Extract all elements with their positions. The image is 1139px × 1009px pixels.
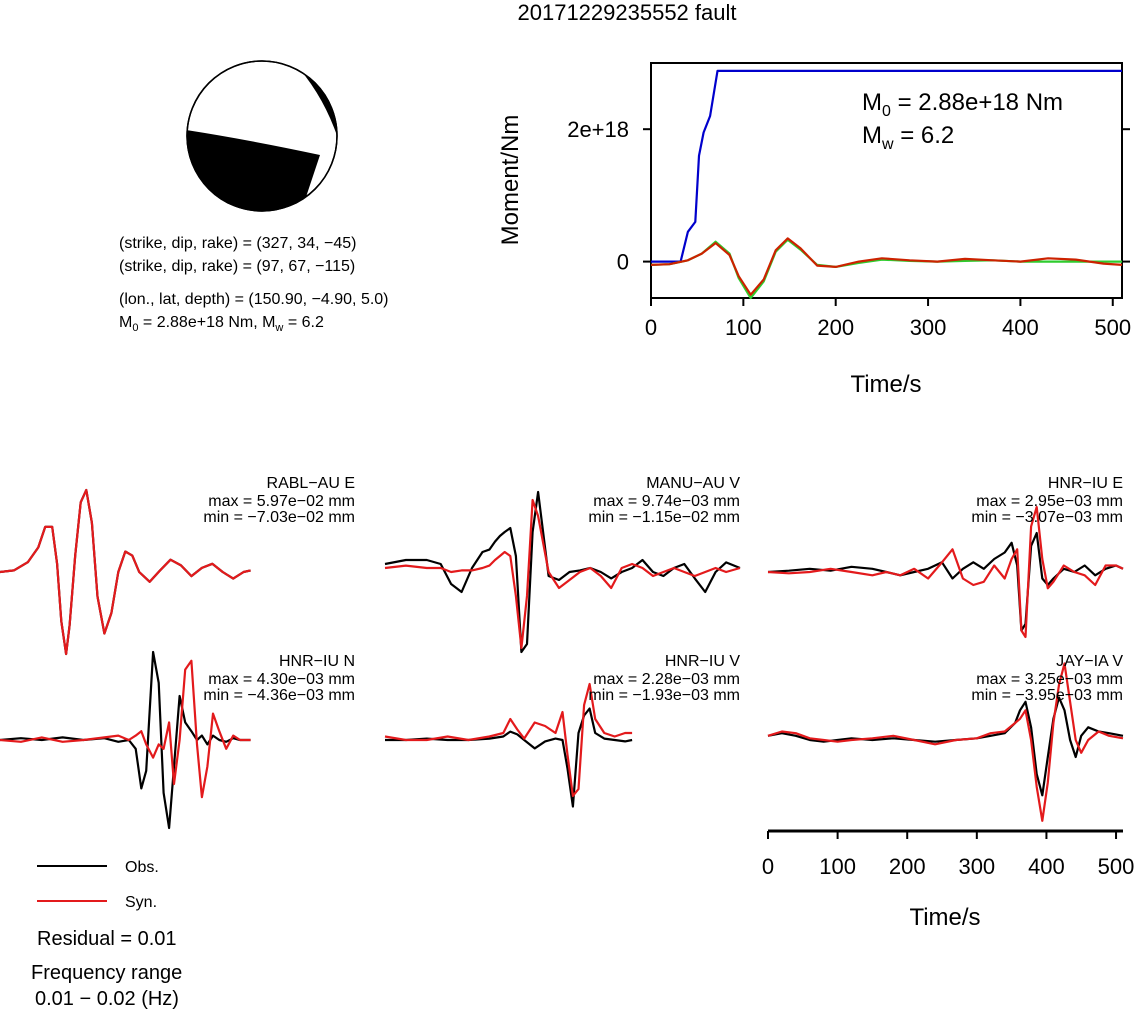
waveform-synthetic	[384, 682, 633, 798]
waveform-xlabel: Time/s	[909, 904, 980, 931]
waveform-station-label: JAY−IA V	[1056, 653, 1123, 670]
waveform-min-label: min = −3.95e−03 mm	[971, 687, 1123, 704]
moment-ylabel: Moment/Nm	[497, 115, 524, 246]
mw-value: = 6.2	[283, 314, 324, 331]
moment-middle: = 2.88e+18 Nm, M	[138, 314, 275, 331]
moment-magnitude-line: M0 = 2.88e+18 Nm, Mw = 6.2	[119, 314, 324, 334]
focal-mechanism-beachball	[186, 60, 338, 212]
waveform-min-label: min = −1.93e−03 mm	[588, 687, 740, 704]
moment-ytick-label: 2e+18	[567, 117, 629, 142]
m0-sub: 0	[882, 103, 891, 120]
waveform-max-label: max = 3.25e−03 mm	[976, 671, 1123, 688]
m0-prefix: M	[862, 89, 882, 116]
moment-series-cumulative	[651, 69, 1122, 263]
figure-title: 20171229235552 fault	[518, 0, 737, 25]
moment-subscript: 0	[132, 322, 138, 334]
waveform-max-label: max = 2.28e−03 mm	[593, 671, 740, 688]
nodal-plane-2: (strike, dip, rake) = (97, 67, −115)	[119, 258, 355, 275]
frequency-range-title: Frequency range	[31, 962, 182, 984]
moment-annotation-mw: Mw = 6.2	[862, 122, 954, 153]
waveform-synthetic	[767, 505, 1124, 639]
waveform-legend: Obs. Syn. Residual = 0.01 Frequency rang…	[31, 859, 182, 1009]
mw-prefix: M	[862, 122, 882, 149]
moment-rate-chart: Moment/Nm Time/s M0 = 2.88e+18 Nm Mw = 6…	[497, 62, 1131, 398]
waveform-station-label: HNR−IU E	[1048, 475, 1123, 492]
waveform-synthetic	[384, 498, 741, 650]
waveform-xtick-label: 100	[819, 854, 856, 879]
waveform-xtick-label: 500	[1098, 854, 1135, 879]
waveform-min-label: min = −4.36e−03 mm	[203, 687, 355, 704]
residual-text: Residual = 0.01	[37, 928, 177, 950]
moment-prefix: M	[119, 314, 132, 331]
mw-subscript: w	[274, 322, 283, 334]
waveform-xtick-label: 400	[1028, 854, 1065, 879]
waveform-min-label: min = −1.15e−02 mm	[588, 509, 740, 526]
waveform-xtick-label: 200	[889, 854, 926, 879]
legend-syn-label: Syn.	[125, 894, 157, 911]
mw-value-annot: = 6.2	[894, 122, 955, 149]
waveform-observed	[767, 696, 1124, 797]
waveform-max-label: max = 5.97e−02 mm	[208, 493, 355, 510]
moment-series-stf-red	[650, 237, 1123, 296]
mw-sub: w	[881, 136, 894, 153]
moment-plot-frame	[650, 62, 1123, 299]
moment-xtick-label: 300	[910, 315, 947, 340]
waveform-synthetic	[0, 488, 251, 656]
moment-ytick-label: 0	[617, 250, 629, 275]
waveform-synthetic	[767, 662, 1124, 822]
waveform-xtick-label: 300	[958, 854, 995, 879]
moment-xtick-label: 500	[1094, 315, 1131, 340]
frequency-range-value: 0.01 − 0.02 (Hz)	[35, 988, 179, 1009]
hypocenter-location: (lon., lat, depth) = (150.90, −4.90, 5.0…	[119, 291, 389, 308]
moment-xtick-label: 0	[645, 315, 657, 340]
waveform-min-label: min = −7.03e−02 mm	[203, 509, 355, 526]
moment-xtick-label: 200	[817, 315, 854, 340]
waveform-station-label: HNR−IU N	[279, 653, 355, 670]
waveform-station-label: RABL−AU E	[267, 475, 355, 492]
moment-xlabel: Time/s	[850, 371, 921, 398]
waveform-min-label: min = −3.07e−03 mm	[971, 509, 1123, 526]
m0-value: = 2.88e+18 Nm	[891, 89, 1063, 116]
waveform-time-axis: Time/s 0 100 200 300 400 500	[762, 829, 1135, 931]
nodal-plane-1: (strike, dip, rake) = (327, 34, −45)	[119, 235, 356, 252]
moment-xtick-label: 100	[725, 315, 762, 340]
waveform-max-label: max = 2.95e−03 mm	[976, 493, 1123, 510]
moment-annotation-m0: M0 = 2.88e+18 Nm	[862, 89, 1063, 120]
waveform-max-label: max = 9.74e−03 mm	[593, 493, 740, 510]
waveform-station-label: MANU−AU V	[646, 475, 740, 492]
waveform-observed	[767, 531, 1124, 632]
waveform-station-label: HNR−IU V	[665, 653, 740, 670]
waveform-max-label: max = 4.30e−03 mm	[208, 671, 355, 688]
waveform-synthetic	[0, 659, 251, 799]
moment-xtick-label: 400	[1002, 315, 1039, 340]
waveform-xtick-label: 0	[762, 854, 774, 879]
legend-obs-label: Obs.	[125, 859, 159, 876]
